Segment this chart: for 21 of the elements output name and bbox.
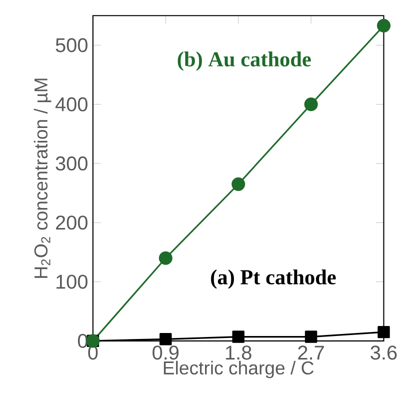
x-axis-title: Electric charge / C xyxy=(164,360,314,378)
point xyxy=(160,332,172,346)
point xyxy=(376,18,391,32)
x-tick-label: 0.9 xyxy=(152,345,179,360)
y-tick-label: 400 xyxy=(55,97,88,112)
point xyxy=(304,330,318,343)
x-tick-label: 2.7 xyxy=(298,345,324,360)
point xyxy=(232,330,244,343)
point xyxy=(378,326,390,338)
y-tick-label: 200 xyxy=(56,215,88,230)
x-tick-label: 3.6 xyxy=(370,345,397,360)
point xyxy=(158,251,172,265)
y-axis-title: H$_{2}$O$_{2}$ concentration / µM xyxy=(34,78,52,278)
y-tick-label: 500 xyxy=(56,38,88,52)
text: (a) Pt cathode xyxy=(211,269,336,289)
y-tick-label: 300 xyxy=(56,156,88,170)
y-tick-label: 100 xyxy=(56,274,88,289)
series-label: (b) Au cathode xyxy=(178,51,311,71)
point xyxy=(304,97,318,111)
x-tick-label: 1.8 xyxy=(226,345,252,360)
point xyxy=(232,177,246,191)
